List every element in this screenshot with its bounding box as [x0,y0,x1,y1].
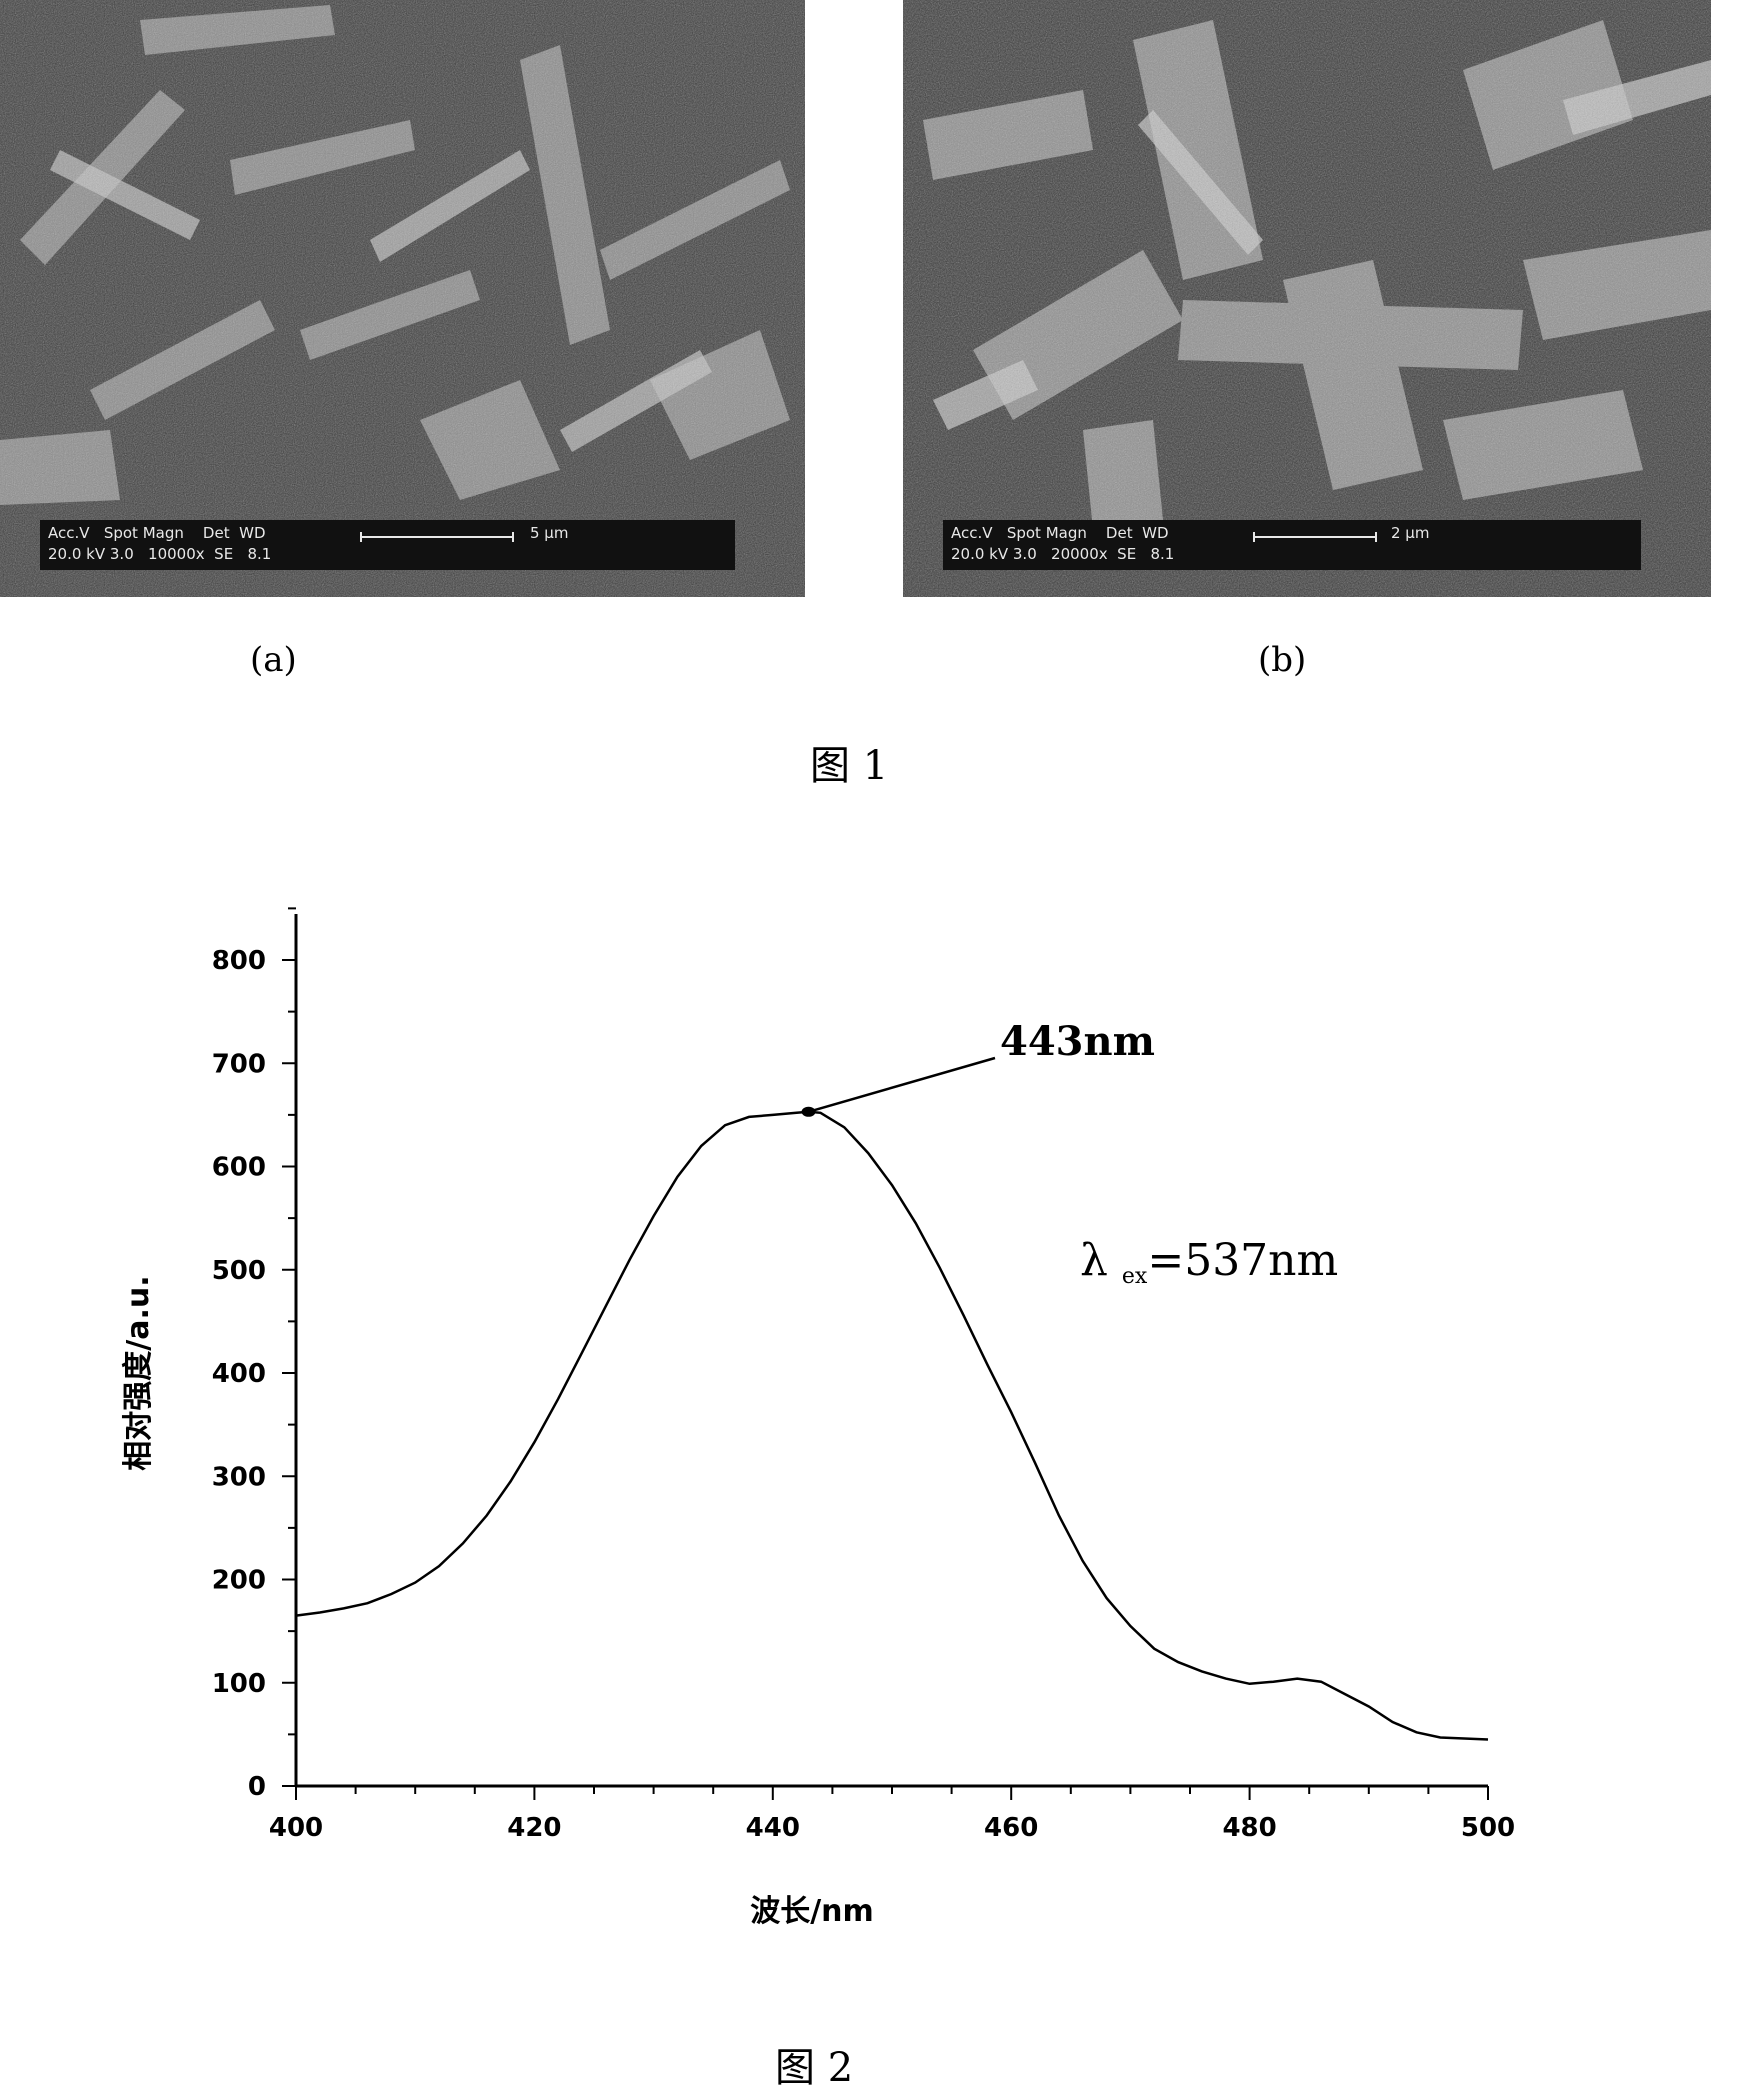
peak-leader-line [809,1058,995,1112]
x-axis-label: 波长/nm [750,1894,874,1929]
databar-header: Acc.V Spot Magn Det WD [48,524,266,542]
x-tick-label: 400 [269,1813,323,1843]
databar-values: 20.0 kV 3.0 10000x SE 8.1 [48,545,271,563]
figure2-caption: 图 2 [775,2035,853,2093]
peak-label: 443nm [1000,1018,1155,1065]
sem-image-b: Acc.V Spot Magn Det WD 20.0 kV 3.0 20000… [903,0,1711,597]
scale-bar [360,532,514,542]
x-tick-label: 460 [984,1813,1038,1843]
sem-texture-b [903,0,1711,597]
panel-label-b: (b) [1258,640,1306,680]
databar-values: 20.0 kV 3.0 20000x SE 8.1 [951,545,1174,563]
x-tick-label: 420 [507,1813,561,1843]
scale-label: 5 μm [530,524,568,542]
sem-texture-a [0,0,805,597]
y-tick-label: 400 [212,1359,266,1389]
y-tick-label: 700 [212,1049,266,1079]
x-tick-label: 480 [1222,1813,1276,1843]
x-tick-label: 500 [1461,1813,1515,1843]
chart-ticks: 400 420 440 460 480 500 0 100 200 300 400 500 600 700… [121,908,1515,1929]
chart-axes [296,914,1488,1786]
databar-header: Acc.V Spot Magn Det WD [951,524,1169,542]
figure1-caption: 图 1 [810,733,888,791]
emission-spectrum-chart: 400 420 440 460 480 500 0 100 200 300 400 500 600 700… [0,880,1756,1980]
excitation-label: λex=537nm [1080,1235,1338,1289]
chart-annotations: 443nm λex=537nm [802,1018,1339,1289]
spectrum-line [296,1112,1488,1740]
y-tick-label: 500 [212,1256,266,1286]
sem-image-a: Acc.V Spot Magn Det WD 20.0 kV 3.0 10000… [0,0,805,597]
y-axis-label: 相对强度/a.u. [121,1275,156,1470]
y-tick-label: 100 [212,1669,266,1699]
sem-databar-b: Acc.V Spot Magn Det WD 20.0 kV 3.0 20000… [943,520,1641,570]
y-tick-label: 300 [212,1462,266,1492]
y-tick-label: 800 [212,946,266,976]
panel-label-a: (a) [250,640,297,680]
y-tick-label: 600 [212,1153,266,1183]
y-tick-label: 0 [248,1772,266,1802]
sem-databar-a: Acc.V Spot Magn Det WD 20.0 kV 3.0 10000… [40,520,735,570]
scale-label: 2 μm [1391,524,1429,542]
x-tick-label: 440 [746,1813,800,1843]
y-tick-label: 200 [212,1566,266,1596]
chart-marks [296,1112,1488,1740]
scale-bar [1253,532,1377,542]
